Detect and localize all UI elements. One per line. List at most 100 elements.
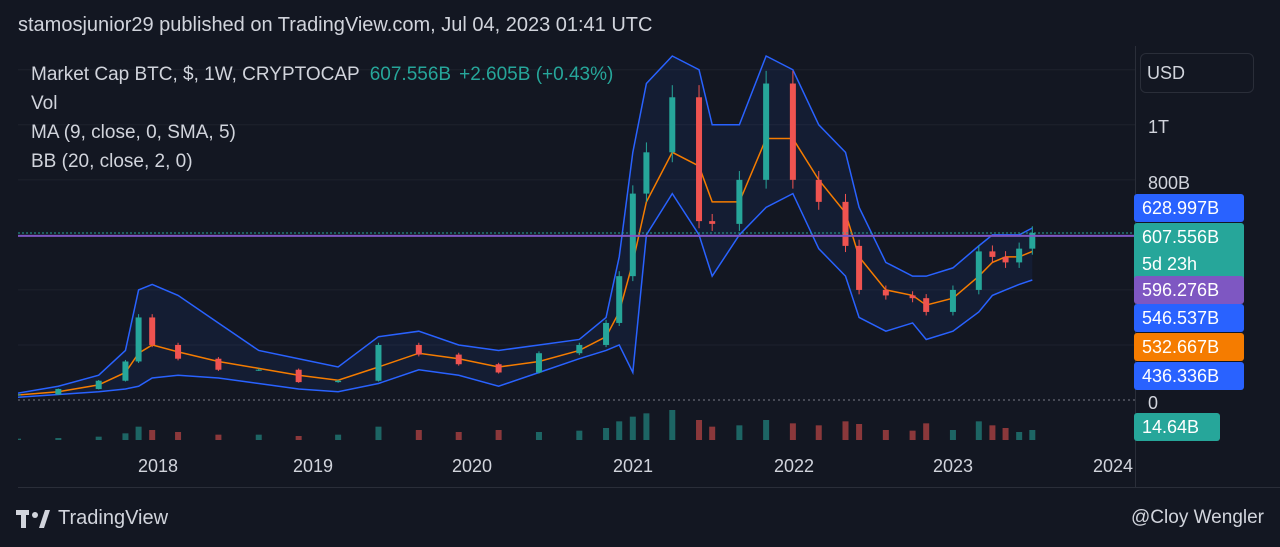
candle-body — [455, 354, 462, 365]
candle-body — [989, 251, 996, 257]
candle-body — [709, 221, 716, 224]
candle-body — [415, 344, 422, 355]
volume-bar — [1002, 428, 1009, 440]
price-chart[interactable] — [18, 46, 1135, 444]
candle-body — [1029, 232, 1036, 249]
volume-bar — [1029, 430, 1036, 440]
volume-bar — [335, 434, 342, 440]
bb-band-fill — [18, 56, 1033, 398]
last-price-tag: 607.556B 5d 23h — [1134, 223, 1244, 281]
candle-body — [215, 358, 222, 370]
bb-lower-tag: 436.336B — [1134, 362, 1244, 390]
volume-bar — [856, 424, 863, 440]
volume-bar — [175, 432, 182, 440]
volume-bar — [55, 438, 62, 440]
bar-countdown: 5d 23h — [1142, 254, 1198, 274]
candle-body — [255, 369, 262, 371]
candle-body — [909, 295, 916, 299]
volume-bar — [989, 425, 996, 440]
volume-bar — [949, 430, 956, 440]
publish-header: stamosjunior29 published on TradingView.… — [0, 0, 1280, 48]
x-label-2021: 2021 — [612, 456, 654, 476]
volume-bar — [669, 410, 676, 440]
x-label-2018: 2018 — [137, 456, 179, 476]
chart-pane[interactable] — [18, 46, 1135, 444]
volume-bar — [629, 416, 636, 440]
legend-symbol: Market Cap BTC, $, 1W, CRYPTOCAP — [31, 64, 360, 85]
volume-bar — [909, 430, 916, 440]
x-label-2019: 2019 — [292, 456, 334, 476]
x-label-2020: 2020 — [451, 456, 493, 476]
brand-name: TradingView — [58, 507, 169, 529]
volume-bar — [535, 432, 542, 440]
volume-bar — [736, 425, 743, 440]
currency-selector[interactable]: USD — [1140, 53, 1254, 93]
volume-bar — [576, 430, 583, 440]
candle-body — [95, 380, 102, 389]
candle-body — [643, 152, 650, 194]
candle-body — [122, 361, 129, 381]
candle-body — [535, 353, 542, 373]
tick-800B: 800B — [1148, 173, 1191, 193]
legend-change: +2.605B (+0.43%) — [459, 64, 614, 85]
last-price-value: 607.556B — [1142, 227, 1220, 247]
candle-body — [55, 388, 62, 395]
volume-bar — [643, 413, 650, 440]
candle-body — [375, 344, 382, 381]
candle-body — [975, 251, 982, 290]
volume-bar — [295, 436, 302, 440]
candle-body — [135, 317, 142, 362]
legend-last-value: 607.556B — [369, 64, 452, 85]
tradingview-logo[interactable]: TradingView — [16, 507, 168, 530]
bb-upper-line — [18, 54, 1033, 394]
volume-bar — [709, 426, 716, 440]
volume-bar — [255, 434, 262, 440]
legend-symbol-row[interactable]: Market Cap BTC, $, 1W, CRYPTOCAP 607.556B… — [31, 60, 613, 89]
candle-body — [495, 364, 502, 373]
candle-body — [815, 179, 822, 202]
x-label-2024: 2024 — [1092, 456, 1134, 476]
x-label-2022: 2022 — [773, 456, 815, 476]
footer-divider — [18, 487, 1280, 488]
volume-bar — [135, 426, 142, 440]
candle-body — [949, 289, 956, 312]
volume-bar — [215, 434, 222, 440]
volume-bar — [789, 423, 796, 440]
candle-body — [576, 344, 583, 354]
volume-bar — [696, 420, 703, 440]
candle-body — [1016, 248, 1023, 263]
candle-body — [616, 276, 623, 323]
candle-body — [736, 179, 743, 224]
candle-body — [842, 201, 849, 246]
bb-basis-tag: 546.537B — [1134, 304, 1244, 332]
candle-body — [335, 380, 342, 383]
candle-body — [923, 298, 930, 312]
volume-bar — [122, 433, 129, 440]
bb-lower-line — [18, 192, 1033, 398]
candle-body — [669, 97, 676, 153]
candle-body — [18, 394, 21, 396]
volume-bar — [923, 423, 930, 440]
candle-body — [763, 83, 770, 180]
volume-bar — [842, 421, 849, 440]
volume-bar — [149, 430, 156, 440]
legend-bb[interactable]: BB (20, close, 2, 0) — [31, 151, 193, 172]
volume-bar — [815, 425, 822, 440]
candle-body — [175, 344, 182, 359]
time-axis[interactable]: 2018 2019 2020 2021 2022 2023 2024 — [18, 446, 1135, 486]
legend-ma[interactable]: MA (9, close, 0, SMA, 5) — [31, 122, 236, 143]
candle-body — [789, 83, 796, 180]
candle-body — [629, 193, 636, 277]
volume-bar — [375, 426, 382, 440]
footer: TradingView @Cloy Wengler — [0, 490, 1280, 547]
legend-vol[interactable]: Vol — [31, 93, 58, 114]
volume-tag: 14.64B — [1134, 413, 1220, 441]
volume-bar — [763, 420, 770, 440]
publisher-line: stamosjunior29 published on TradingView.… — [18, 14, 653, 36]
volume-bar — [975, 421, 982, 440]
hline-tag: 596.276B — [1134, 276, 1244, 304]
candle-body — [856, 245, 863, 290]
author-watermark: @Cloy Wengler — [1131, 507, 1264, 528]
tick-0: 0 — [1148, 393, 1159, 413]
candle-body — [696, 97, 703, 222]
